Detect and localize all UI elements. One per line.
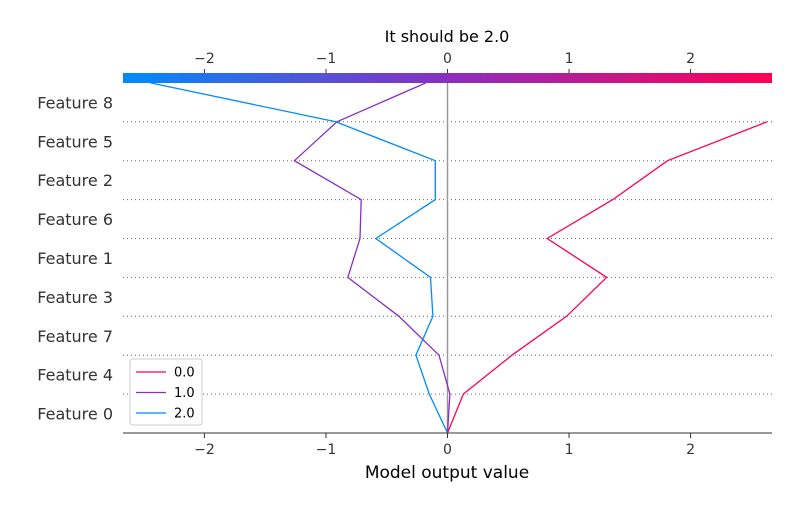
feature-label: Feature 2 xyxy=(37,171,113,190)
bottom-tick-label: 1 xyxy=(565,442,574,458)
feature-label: Feature 6 xyxy=(37,210,113,229)
feature-label: Feature 5 xyxy=(37,132,113,151)
top-tick-label: −2 xyxy=(194,51,215,67)
top-tick-label: 0 xyxy=(443,51,452,67)
legend: 0.0 1.0 2.0 xyxy=(130,359,202,425)
feature-labels: Feature 0 Feature 4 Feature 7 Feature 3 Feat… xyxy=(37,93,113,423)
bottom-tick-label: 0 xyxy=(443,442,452,458)
colorbar xyxy=(123,73,772,83)
x-axis-label: Model output value xyxy=(365,463,529,483)
legend-label: 0.0 xyxy=(174,366,195,381)
feature-label: Feature 3 xyxy=(37,288,113,307)
feature-label: Feature 1 xyxy=(37,249,113,268)
feature-label: Feature 8 xyxy=(37,93,113,112)
top-tick-label: 1 xyxy=(565,51,574,67)
top-tick-label: 2 xyxy=(686,51,695,67)
bottom-tick-label: −1 xyxy=(316,442,337,458)
chart-title: It should be 2.0 xyxy=(385,27,510,46)
feature-label: Feature 0 xyxy=(37,405,113,424)
bottom-tick-label: −2 xyxy=(194,442,215,458)
bottom-axis: −2 −1 0 1 2 xyxy=(194,433,695,458)
legend-label: 1.0 xyxy=(174,386,195,401)
feature-label: Feature 7 xyxy=(37,327,113,346)
legend-label: 2.0 xyxy=(174,407,195,422)
series-lines xyxy=(151,83,767,433)
top-axis: −2 −1 0 1 2 xyxy=(194,51,695,73)
top-tick-label: −1 xyxy=(316,51,337,67)
bottom-tick-label: 2 xyxy=(686,442,695,458)
feature-label: Feature 4 xyxy=(37,366,113,385)
